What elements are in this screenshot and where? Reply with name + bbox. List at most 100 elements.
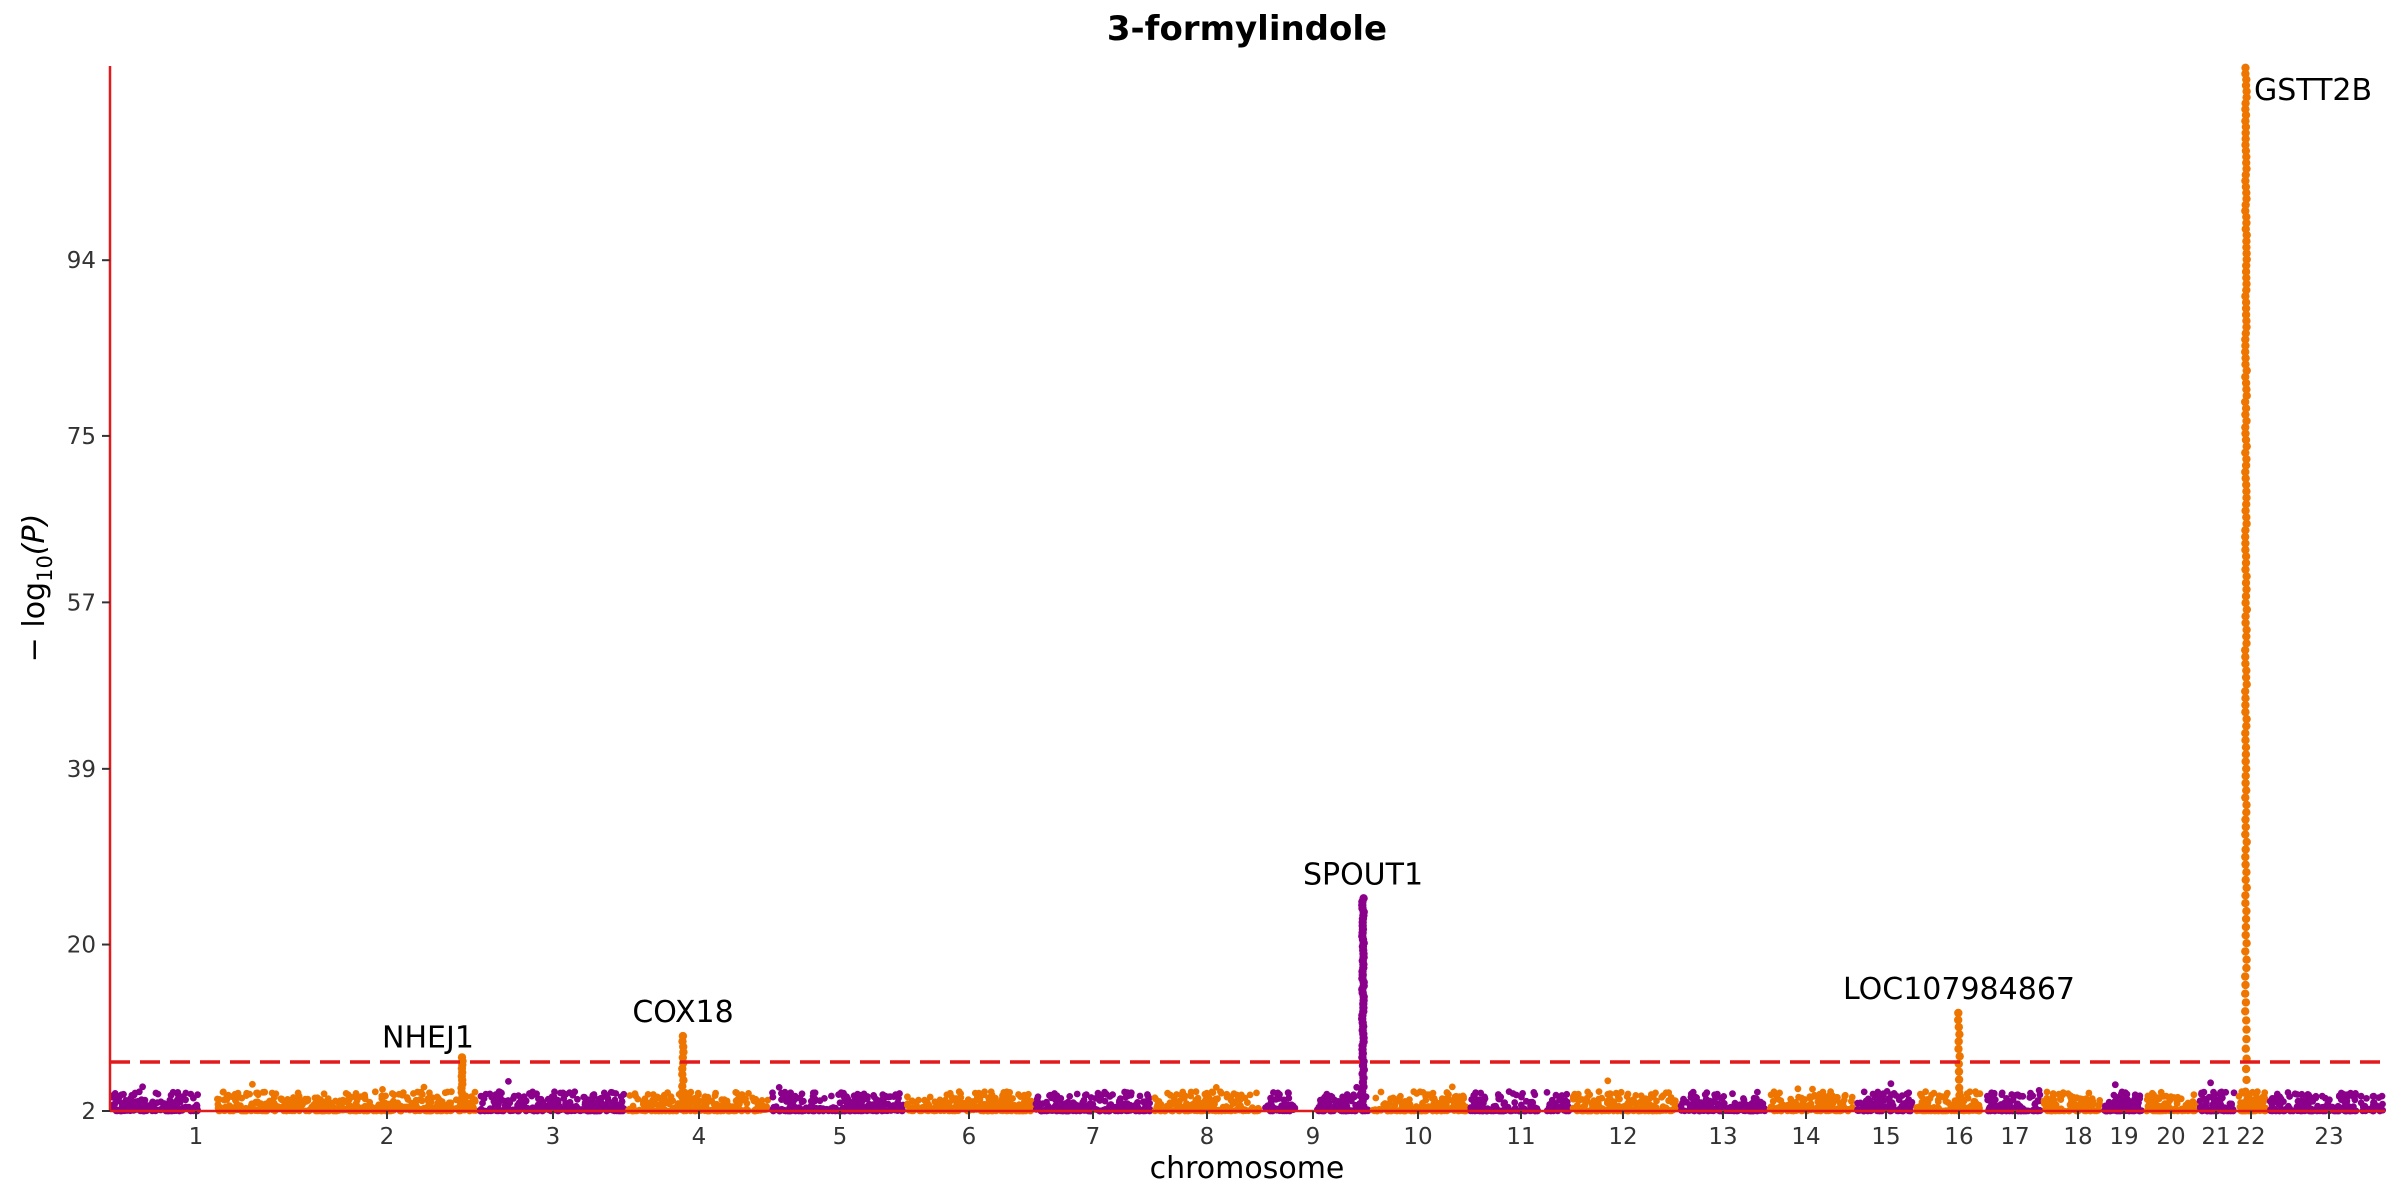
snp-point bbox=[1922, 1088, 1929, 1096]
snp-point bbox=[1322, 1100, 1330, 1108]
snp-point bbox=[775, 1084, 783, 1091]
snp-point bbox=[695, 1097, 703, 1105]
snp-point bbox=[252, 1099, 260, 1107]
snp-point bbox=[1006, 1097, 1014, 1105]
peak-snp-point bbox=[2241, 81, 2251, 90]
snp-point bbox=[2008, 1091, 2016, 1098]
snp-point bbox=[2335, 1093, 2343, 1100]
snp-point bbox=[857, 1101, 864, 1109]
snp-point bbox=[1833, 1093, 1841, 1101]
snp-point bbox=[339, 1096, 347, 1104]
x-tick-label: 21 bbox=[2201, 1124, 2230, 1150]
snp-point bbox=[597, 1098, 605, 1106]
snp-point bbox=[1793, 1104, 1801, 1111]
peak-snp-point bbox=[2242, 1034, 2251, 1044]
peak-snp-point bbox=[2241, 558, 2251, 568]
y-tick-label: 39 bbox=[67, 757, 96, 783]
snp-point bbox=[1973, 1090, 1980, 1098]
x-tick-label: 20 bbox=[2156, 1124, 2185, 1150]
peak-snp-point bbox=[2242, 316, 2251, 326]
peak-snp-point bbox=[2241, 539, 2250, 548]
peak-snp-point bbox=[1955, 1052, 1964, 1061]
snp-point bbox=[1769, 1097, 1777, 1105]
peak-snp-point bbox=[2241, 267, 2251, 276]
peak-snp-point bbox=[2241, 875, 2250, 885]
peak-snp-point bbox=[2242, 680, 2251, 689]
y-tick-label: 94 bbox=[67, 248, 96, 274]
peak-snp-point bbox=[2242, 249, 2251, 258]
snp-point bbox=[2160, 1092, 2168, 1100]
snp-point bbox=[857, 1093, 865, 1101]
peak-snp-point bbox=[2242, 721, 2251, 731]
peak-snp-point bbox=[2241, 105, 2250, 114]
snp-point bbox=[1092, 1095, 1100, 1102]
snp-point bbox=[2310, 1094, 2318, 1101]
snp-point bbox=[315, 1104, 323, 1112]
snp-point bbox=[249, 1080, 256, 1088]
snp-point bbox=[2375, 1094, 2383, 1101]
snp-point bbox=[1117, 1095, 1124, 1103]
peak-snp-point bbox=[2241, 1087, 2250, 1096]
snp-point bbox=[1653, 1097, 1660, 1105]
snp-point bbox=[1034, 1093, 1042, 1101]
peak-snp-point bbox=[2241, 757, 2250, 766]
snp-point bbox=[732, 1102, 739, 1110]
snp-point bbox=[509, 1095, 517, 1102]
snp-point bbox=[1563, 1090, 1571, 1098]
peak-snp-point bbox=[2242, 391, 2251, 400]
snp-point bbox=[479, 1099, 486, 1107]
snp-point bbox=[1430, 1095, 1438, 1102]
snp-point bbox=[611, 1096, 619, 1104]
peak-snp-point bbox=[2241, 397, 2250, 407]
snp-point bbox=[434, 1094, 442, 1102]
snp-point bbox=[2111, 1081, 2119, 1089]
peak-snp-point bbox=[2242, 279, 2251, 289]
snp-point bbox=[843, 1093, 850, 1100]
snp-point bbox=[1372, 1094, 1380, 1102]
peak-snp-point bbox=[2241, 778, 2250, 788]
peak-snp-point bbox=[2241, 860, 2250, 869]
peak-snp-point bbox=[2241, 891, 2250, 900]
snp-point bbox=[1397, 1092, 1404, 1100]
snp-point bbox=[870, 1092, 877, 1099]
snp-point bbox=[517, 1097, 525, 1104]
snp-point bbox=[1827, 1088, 1834, 1096]
snp-point bbox=[1141, 1098, 1149, 1106]
snp-point bbox=[1860, 1088, 1868, 1096]
snp-point bbox=[1201, 1090, 1209, 1098]
peak-snp-point bbox=[2241, 461, 2251, 470]
snp-point bbox=[1913, 1104, 1921, 1111]
snp-point bbox=[1595, 1095, 1603, 1103]
snp-point bbox=[295, 1097, 303, 1105]
snp-point bbox=[1377, 1088, 1385, 1096]
snp-point bbox=[1878, 1091, 1886, 1099]
peak-snp-point bbox=[2241, 335, 2250, 344]
snp-point bbox=[616, 1101, 624, 1109]
gene-label: GSTT2B bbox=[2254, 73, 2372, 108]
peak-snp-point bbox=[2242, 808, 2251, 817]
snp-point bbox=[214, 1101, 222, 1108]
snp-point bbox=[1519, 1090, 1526, 1097]
snp-point bbox=[2050, 1096, 2058, 1104]
peak-snp-point bbox=[2241, 736, 2250, 745]
peak-snp-point bbox=[2241, 474, 2250, 483]
snp-point bbox=[1080, 1096, 1088, 1104]
snp-point bbox=[644, 1091, 652, 1098]
snp-point bbox=[720, 1096, 728, 1104]
gene-label: LOC107984867 bbox=[1843, 972, 2075, 1007]
snp-point bbox=[1934, 1098, 1942, 1106]
snp-point bbox=[2034, 1097, 2042, 1104]
y-axis-ticks: 2 20 39 57 75 94 bbox=[67, 248, 110, 1125]
peak-snp-point bbox=[2241, 972, 2250, 981]
peak-snp-point bbox=[2241, 1102, 2250, 1111]
snp-point bbox=[1501, 1099, 1508, 1107]
peak-snp-point bbox=[2242, 632, 2251, 641]
snp-point bbox=[2343, 1097, 2351, 1105]
x-tick-label: 13 bbox=[1708, 1124, 1737, 1150]
peak-snp-point bbox=[2242, 322, 2251, 332]
snp-point bbox=[2259, 1093, 2266, 1101]
peak-snp-point bbox=[2241, 304, 2251, 313]
peak-snp-point bbox=[2241, 989, 2250, 998]
x-tick-label: 16 bbox=[1944, 1124, 1973, 1150]
snp-point bbox=[1809, 1085, 1816, 1093]
